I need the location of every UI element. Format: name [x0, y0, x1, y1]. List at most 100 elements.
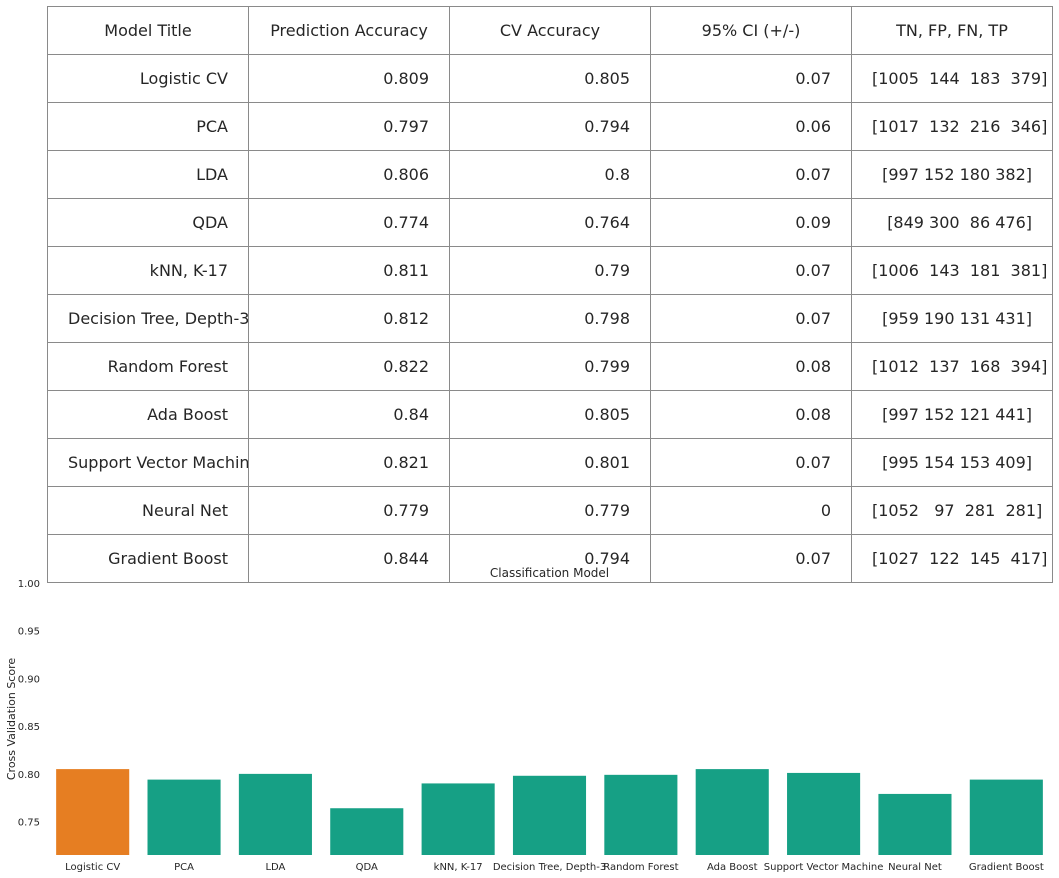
- y-tick-label: 0.85: [18, 722, 40, 733]
- cell-ci: 0.08: [650, 390, 852, 439]
- x-tick-label: Gradient Boost: [969, 862, 1044, 873]
- cell-model: Logistic CV: [47, 54, 249, 103]
- cell-cv-accuracy: 0.794: [449, 534, 651, 583]
- header-prediction-accuracy: Prediction Accuracy: [248, 6, 450, 55]
- cell-model: LDA: [47, 150, 249, 199]
- cell-model: Gradient Boost: [47, 534, 249, 583]
- bar: [604, 774, 678, 855]
- cell-prediction-accuracy: 0.797: [248, 102, 450, 151]
- cell-cv-accuracy: 0.8: [449, 150, 651, 199]
- cell-confusion: [959 190 131 431]: [851, 294, 1053, 343]
- cell-ci: 0: [650, 486, 852, 535]
- cell-model: kNN, K-17: [47, 246, 249, 295]
- bar: [147, 779, 221, 855]
- chart-title: Classification Model: [490, 566, 609, 580]
- x-tick-label: Logistic CV: [65, 862, 120, 873]
- bar: [238, 773, 312, 855]
- header-confusion-matrix: TN, FP, FN, TP: [851, 6, 1053, 55]
- table-row: Decision Tree, Depth-3 0.812 0.798 0.07 [959…: [47, 294, 1053, 343]
- results-table: Model Title Prediction Accuracy CV Accur…: [47, 6, 1053, 583]
- table-row: Ada Boost 0.84 0.805 0.08 [997 152 121 441]: [47, 390, 1053, 439]
- x-tick-label: Ada Boost: [707, 862, 758, 873]
- cell-prediction-accuracy: 0.84: [248, 390, 450, 439]
- cell-cv-accuracy: 0.798: [449, 294, 651, 343]
- y-tick-label: 0.90: [18, 674, 40, 685]
- bar: [421, 783, 495, 855]
- cell-prediction-accuracy: 0.812: [248, 294, 450, 343]
- cell-confusion: [1027 122 145 417]: [851, 534, 1053, 583]
- cell-model: QDA: [47, 198, 249, 247]
- x-tick-label: Neural Net: [888, 862, 942, 873]
- cell-cv-accuracy: 0.805: [449, 390, 651, 439]
- cell-cv-accuracy: 0.801: [449, 438, 651, 487]
- table-row: QDA 0.774 0.764 0.09 [849 300 86 476]: [47, 198, 1053, 247]
- x-tick-label: LDA: [265, 862, 285, 873]
- x-tick-label: Random Forest: [603, 862, 678, 873]
- cell-model: Decision Tree, Depth-3: [47, 294, 249, 343]
- cell-model: Neural Net: [47, 486, 249, 535]
- x-tick-label: kNN, K-17: [434, 862, 483, 873]
- header-confidence-interval: 95% CI (+/-): [650, 6, 852, 55]
- cell-cv-accuracy: 0.79: [449, 246, 651, 295]
- cell-cv-accuracy: 0.779: [449, 486, 651, 535]
- y-tick-label: 1.00: [18, 579, 40, 590]
- bar: [56, 769, 130, 855]
- y-tick-label: 0.75: [18, 818, 40, 829]
- bar: [330, 808, 404, 855]
- bar: [878, 793, 952, 855]
- cell-cv-accuracy: 0.794: [449, 102, 651, 151]
- cell-ci: 0.08: [650, 342, 852, 391]
- cell-confusion: [995 154 153 409]: [851, 438, 1053, 487]
- table-row: Support Vector Machine 0.821 0.801 0.07 [995…: [47, 438, 1053, 487]
- cell-cv-accuracy: 0.764: [449, 198, 651, 247]
- cell-ci: 0.06: [650, 102, 852, 151]
- cell-prediction-accuracy: 0.779: [248, 486, 450, 535]
- cell-prediction-accuracy: 0.809: [248, 54, 450, 103]
- cell-ci: 0.07: [650, 294, 852, 343]
- header-cv-accuracy: CV Accuracy: [449, 6, 651, 55]
- x-tick-label: Support Vector Machine: [764, 862, 884, 873]
- cell-model: Ada Boost: [47, 390, 249, 439]
- table-row: Random Forest 0.822 0.799 0.08 [1012 137 168…: [47, 342, 1053, 391]
- bar: [512, 775, 587, 855]
- cell-ci: 0.07: [650, 150, 852, 199]
- cell-model: Support Vector Machine: [47, 438, 249, 487]
- table-header-row: Model Title Prediction Accuracy CV Accur…: [47, 6, 1053, 55]
- cell-cv-accuracy: 0.799: [449, 342, 651, 391]
- cell-cv-accuracy: 0.805: [449, 54, 651, 103]
- table-row: LDA 0.806 0.8 0.07 [997 152 180 382]: [47, 150, 1053, 199]
- cell-ci: 0.07: [650, 438, 852, 487]
- cell-prediction-accuracy: 0.821: [248, 438, 450, 487]
- cell-ci: 0.07: [650, 534, 852, 583]
- cell-confusion: [997 152 121 441]: [851, 390, 1053, 439]
- cell-model: PCA: [47, 102, 249, 151]
- y-tick-label: 0.95: [18, 627, 40, 638]
- cell-prediction-accuracy: 0.806: [248, 150, 450, 199]
- x-tick-label: QDA: [356, 862, 378, 873]
- cell-confusion: [1017 132 216 346]: [851, 102, 1053, 151]
- cell-prediction-accuracy: 0.822: [248, 342, 450, 391]
- cell-confusion: [997 152 180 382]: [851, 150, 1053, 199]
- cv-score-bar-chart: Classification Model Cross Validation Sco…: [5, 566, 1044, 873]
- cell-ci: 0.07: [650, 54, 852, 103]
- bar: [787, 772, 861, 855]
- chart-root: Classification Model Cross Validation Sco…: [5, 566, 1044, 873]
- cell-prediction-accuracy: 0.811: [248, 246, 450, 295]
- cell-ci: 0.07: [650, 246, 852, 295]
- x-tick-label: PCA: [174, 862, 194, 873]
- table-row: kNN, K-17 0.811 0.79 0.07 [1006 143 181 381]: [47, 246, 1053, 295]
- table-row: Neural Net 0.779 0.779 0 [1052 97 281 281]: [47, 486, 1053, 535]
- cell-confusion: [1006 143 181 381]: [851, 246, 1053, 295]
- cell-confusion: [849 300 86 476]: [851, 198, 1053, 247]
- cell-ci: 0.09: [650, 198, 852, 247]
- table-row: PCA 0.797 0.794 0.06 [1017 132 216 346]: [47, 102, 1053, 151]
- bar: [695, 769, 769, 855]
- table-row: Logistic CV 0.809 0.805 0.07 [1005 144 183 3…: [47, 54, 1053, 103]
- y-axis-label: Cross Validation Score: [5, 658, 18, 781]
- cell-confusion: [1052 97 281 281]: [851, 486, 1053, 535]
- cell-confusion: [1012 137 168 394]: [851, 342, 1053, 391]
- cell-model: Random Forest: [47, 342, 249, 391]
- cell-prediction-accuracy: 0.844: [248, 534, 450, 583]
- bar: [969, 779, 1043, 855]
- table-row: Gradient Boost 0.844 0.794 0.07 [1027 122 14…: [47, 534, 1053, 583]
